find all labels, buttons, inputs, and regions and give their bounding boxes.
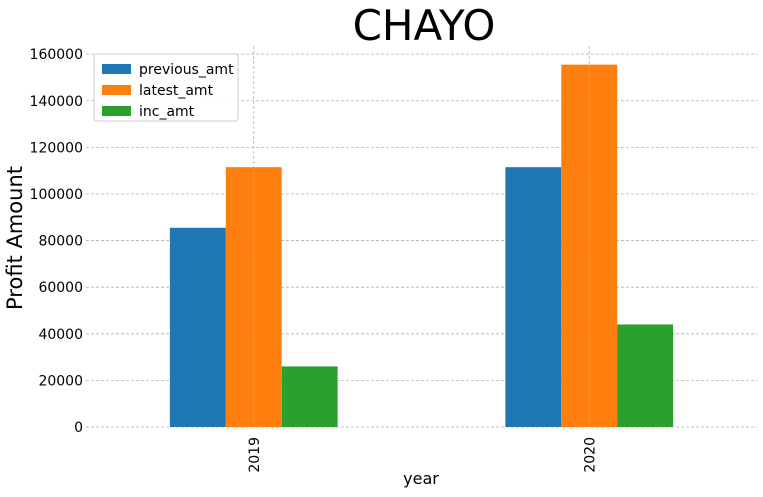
vertical-grid-lines — [253, 46, 590, 427]
bar-inc_amt-2019 — [281, 366, 338, 427]
y-tick-label: 80000 — [38, 234, 83, 250]
y-tick-label: 100000 — [30, 187, 83, 203]
legend-label-previous_amt: previous_amt — [139, 62, 234, 78]
chart-title: CHAYO — [353, 1, 496, 50]
bar-previous_amt-2019 — [169, 227, 226, 427]
y-tick-label: 40000 — [38, 327, 83, 343]
bars — [169, 64, 674, 427]
y-tick-label: 140000 — [30, 94, 83, 110]
legend-swatch-inc_amt — [102, 106, 131, 116]
legend: previous_amt latest_amt inc_amt — [93, 53, 239, 122]
x-axis-label: year — [403, 469, 439, 488]
legend-swatch-previous_amt — [102, 64, 131, 74]
y-tick-label: 120000 — [30, 140, 83, 156]
y-tick-label: 60000 — [38, 280, 83, 296]
x-tick-label: 2020 — [582, 437, 598, 473]
x-tick-label: 2019 — [247, 437, 263, 473]
y-tick-labels: 0 20000 40000 60000 80000 100000 120000 140000 1… — [30, 47, 83, 436]
bar-previous_amt-2020 — [505, 167, 562, 427]
legend-label-inc_amt: inc_amt — [139, 104, 195, 120]
y-tick-label: 0 — [74, 420, 83, 436]
y-axis-label: Profit Amount — [3, 166, 27, 310]
bar-inc_amt-2020 — [617, 324, 674, 427]
x-tick-labels: 2019 2020 — [247, 437, 599, 473]
y-tick-label: 160000 — [30, 47, 83, 63]
y-tick-label: 20000 — [38, 373, 83, 389]
legend-label-latest_amt: latest_amt — [139, 83, 214, 99]
legend-swatch-latest_amt — [102, 85, 131, 95]
